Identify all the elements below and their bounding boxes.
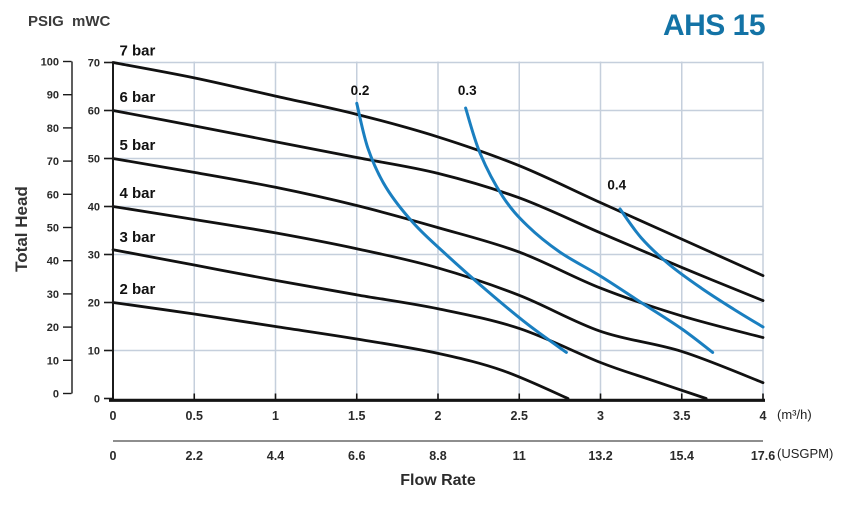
- psig-tick-label: 20: [47, 322, 59, 334]
- curve-label-0-2: 0.2: [351, 83, 370, 98]
- usgpm-tick-labels: 0 2.2 4.4 6.6 8.8 11 13.2 15.4 17.6: [110, 449, 776, 463]
- psig-tick-label: 30: [47, 289, 59, 301]
- m3h-tick-label: 2.5: [511, 409, 528, 423]
- curve-labels: 7 bar 6 bar 5 bar 4 bar 3 bar 2 bar 0.2 0.3 0.4: [120, 42, 627, 298]
- psig-axis: [63, 60, 73, 395]
- grid: [113, 61, 764, 400]
- psig-tick-label: 50: [47, 223, 59, 235]
- psig-tick-label: 0: [53, 389, 59, 401]
- curve-0-3: [464, 106, 715, 354]
- mwc-tick-label: 0: [94, 394, 100, 406]
- curve-2-bar: [111, 301, 570, 400]
- usgpm-tick-label: 8.8: [429, 449, 446, 463]
- x-axis-label: Flow Rate: [400, 472, 476, 489]
- usgpm-tick-label: 6.6: [348, 449, 365, 463]
- mwc-tick-label: 30: [88, 250, 100, 262]
- usgpm-tick-label: 4.4: [267, 449, 284, 463]
- curve-label-0-3: 0.3: [458, 83, 477, 98]
- mwc-tick-label: 10: [88, 346, 100, 358]
- m3h-tick-label: 2: [435, 409, 442, 423]
- curve-label-0-4: 0.4: [607, 178, 626, 193]
- usgpm-tick-label: 13.2: [588, 449, 612, 463]
- m3h-axis: [109, 393, 765, 402]
- psig-axis-title: PSIG: [28, 13, 64, 30]
- curve-label-4-bar: 4 bar: [120, 185, 156, 202]
- psig-tick-labels: 0 10 20 30 40 50 60 70 80 90 100: [41, 57, 59, 401]
- curve-5-bar: [111, 157, 765, 339]
- curve-4-bar: [111, 205, 765, 385]
- mwc-axis: [104, 61, 114, 401]
- curve-label-2-bar: 2 bar: [120, 281, 156, 298]
- m3h-tick-label: 0: [110, 409, 117, 423]
- usgpm-tick-label: 0: [110, 449, 117, 463]
- usgpm-unit-label: (USGPM): [777, 446, 834, 461]
- mwc-tick-label: 20: [88, 298, 100, 310]
- m3h-tick-label: 1: [272, 409, 279, 423]
- curve-label-6-bar: 6 bar: [120, 89, 156, 106]
- chart-title: AHS 15: [662, 9, 766, 42]
- m3h-tick-label: 4: [760, 409, 767, 423]
- psig-tick-label: 60: [47, 189, 59, 201]
- m3h-unit-label: (m³/h): [777, 407, 812, 422]
- curve-0-2: [355, 101, 568, 354]
- curve-6-bar: [111, 109, 765, 302]
- psig-tick-label: 90: [47, 90, 59, 102]
- usgpm-tick-label: 15.4: [670, 449, 694, 463]
- usgpm-tick-label: 17.6: [751, 449, 775, 463]
- m3h-tick-label: 1.5: [348, 409, 365, 423]
- mwc-tick-label: 60: [88, 106, 100, 118]
- m3h-tick-label: 3.5: [673, 409, 690, 423]
- usgpm-tick-label: 2.2: [186, 449, 203, 463]
- curve-label-5-bar: 5 bar: [120, 137, 156, 154]
- usgpm-tick-label: 11: [513, 449, 526, 463]
- psig-tick-label: 40: [47, 256, 59, 268]
- curve-label-3-bar: 3 bar: [120, 229, 156, 246]
- psig-tick-label: 80: [47, 123, 59, 135]
- curve-label-7-bar: 7 bar: [120, 42, 156, 59]
- psig-tick-label: 70: [47, 156, 59, 168]
- m3h-tick-label: 3: [597, 409, 604, 423]
- psig-tick-label: 100: [41, 57, 59, 69]
- m3h-tick-labels: 0 0.5 1 1.5 2 2.5 3 3.5 4: [110, 409, 767, 423]
- psig-tick-label: 10: [47, 355, 59, 367]
- mwc-tick-label: 70: [88, 58, 100, 70]
- curves: [111, 61, 765, 400]
- mwc-tick-label: 40: [88, 202, 100, 214]
- curve-3-bar: [111, 248, 708, 400]
- mwc-tick-labels: 0 10 20 30 40 50 60 70: [88, 58, 100, 406]
- mwc-axis-title: mWC: [72, 13, 111, 30]
- mwc-tick-label: 50: [88, 154, 100, 166]
- curve-7-bar: [111, 61, 765, 278]
- curve-0-4: [618, 207, 765, 329]
- m3h-tick-label: 0.5: [186, 409, 203, 423]
